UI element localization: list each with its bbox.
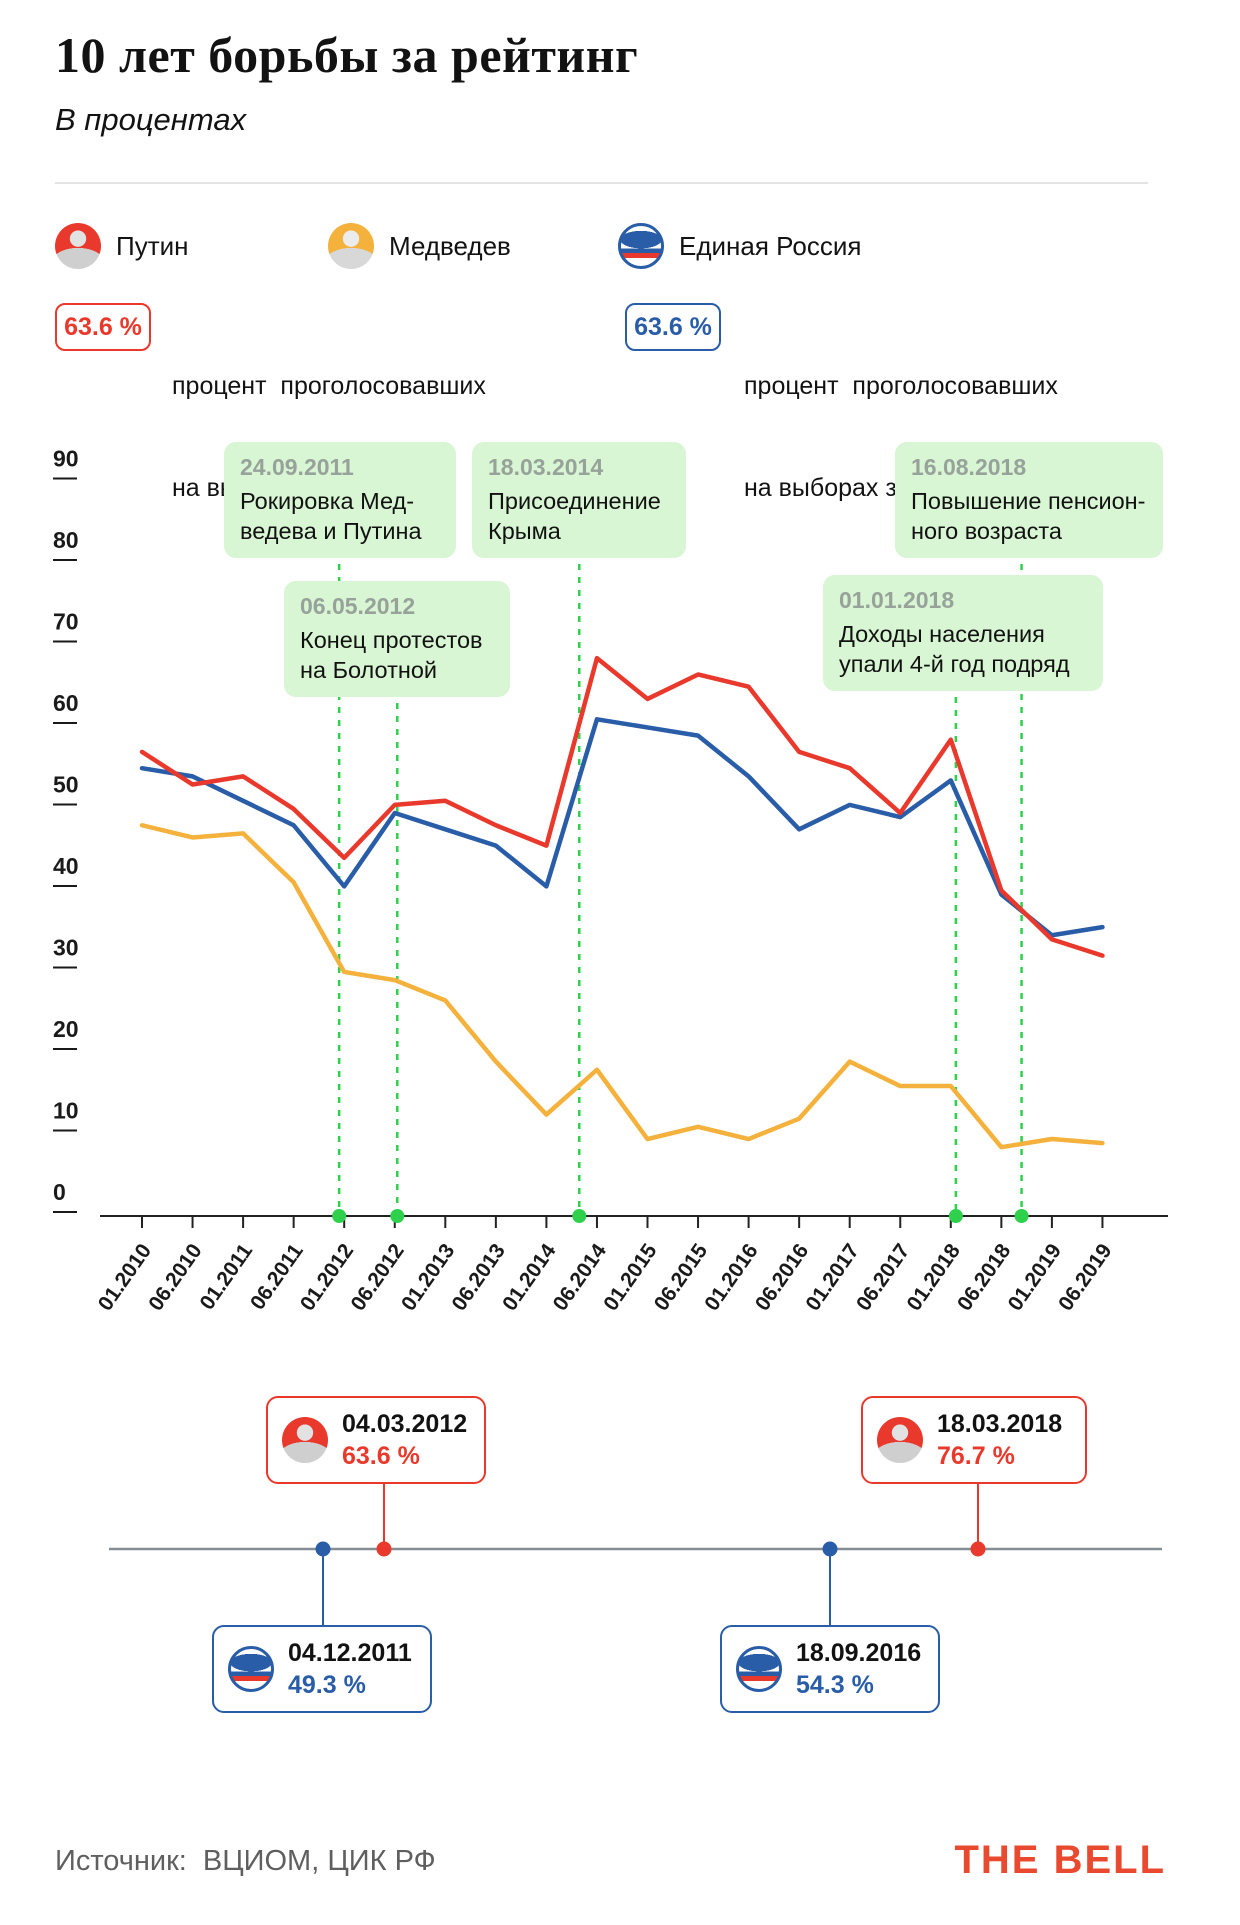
legend-label: Единая Россия [679, 230, 862, 261]
legend-item-united-russia: Единая Россия [618, 220, 861, 272]
election-percent: 63.6 % [342, 1441, 420, 1470]
event-guide-lines [337, 551, 1023, 1216]
series-lines [139, 655, 1105, 1150]
er-vote-share-badge: 63.6 % [625, 303, 721, 351]
svg-text:20: 20 [53, 1016, 79, 1042]
svg-text:10: 10 [53, 1098, 79, 1124]
election-date: 18.03.2018 [937, 1409, 1063, 1438]
caption-line: процент проголосовавших [172, 372, 486, 400]
the-bell-logo: THE BELL [954, 1838, 1166, 1882]
svg-text:90: 90 [53, 446, 79, 472]
election-percent: 49.3 % [288, 1670, 366, 1699]
election-result-er-2016: 18.09.2016 54.3 % [720, 1625, 940, 1713]
event-text: на Болотной [300, 657, 438, 683]
election-result-putin-2012: 04.03.2012 63.6 % [266, 1396, 486, 1484]
event-box-pension-age: 16.08.2018 Повышение пенсион- ного возра… [895, 442, 1163, 558]
event-text: Присоединение [488, 488, 661, 514]
event-dots [332, 1209, 1029, 1223]
header-divider [55, 182, 1148, 184]
event-date: 18.03.2014 [488, 454, 604, 480]
election-result-text: 18.09.2016 54.3 % [796, 1639, 921, 1700]
election-percent: 54.3 % [796, 1670, 874, 1699]
medvedev-avatar-icon [328, 223, 374, 269]
svg-text:30: 30 [53, 935, 79, 961]
x-axis: 01.201006.201001.201106.201101.201206.20… [94, 1215, 1168, 1315]
putin-vote-share-badge: 63.6 % [55, 303, 151, 351]
election-result-er-2011: 04.12.2011 49.3 % [212, 1625, 432, 1713]
elections-timeline [109, 1484, 1162, 1625]
svg-text:40: 40 [53, 853, 79, 879]
svg-text:70: 70 [53, 609, 79, 635]
caption-line: процент проголосовавших [744, 372, 1058, 400]
event-text: Повышение пенсион- [911, 488, 1146, 514]
event-date: 06.05.2012 [300, 593, 416, 619]
svg-text:80: 80 [53, 527, 79, 553]
legend-label: Медведев [389, 230, 511, 261]
svg-text:06.2010: 06.2010 [144, 1240, 206, 1315]
election-percent: 76.7 % [937, 1441, 1015, 1470]
event-date: 16.08.2018 [911, 454, 1027, 480]
putin-avatar-icon [877, 1417, 923, 1463]
event-text: упали 4-й год подряд [839, 651, 1070, 677]
election-result-text: 04.03.2012 63.6 % [342, 1410, 467, 1471]
event-box-protests-end: 06.05.2012 Конец протестов на Болотной [284, 581, 510, 697]
event-text: Доходы населения [839, 621, 1045, 647]
election-date: 04.12.2011 [288, 1638, 412, 1667]
united-russia-logo-icon [736, 1646, 782, 1692]
event-text: ведева и Путина [240, 518, 422, 544]
event-date: 01.01.2018 [839, 587, 955, 613]
svg-text:06.2019: 06.2019 [1054, 1240, 1116, 1315]
event-text: ного возраста [911, 518, 1062, 544]
event-text: Конец протестов [300, 627, 483, 653]
event-box-incomes: 01.01.2018 Доходы населения упали 4-й го… [823, 575, 1103, 691]
legend-item-putin: Путин [55, 220, 188, 272]
svg-text:0: 0 [53, 1179, 66, 1205]
svg-text:60: 60 [53, 690, 79, 716]
source-value: ВЦИОМ, ЦИК РФ [202, 1845, 436, 1877]
election-date: 04.03.2012 [342, 1409, 468, 1438]
legend-label: Путин [116, 230, 189, 261]
page-title: 10 лет борьбы за рейтинг [55, 27, 639, 83]
event-box-crimea: 18.03.2014 Присоединение Крыма [472, 442, 686, 558]
legend-item-medvedev: Медведев [328, 220, 511, 272]
putin-avatar-icon [282, 1417, 328, 1463]
election-result-text: 04.12.2011 49.3 % [288, 1639, 412, 1700]
united-russia-logo-icon [618, 223, 664, 269]
event-text: Рокировка Мед- [240, 488, 415, 514]
election-date: 18.09.2016 [796, 1638, 922, 1667]
event-box-rotation: 24.09.2011 Рокировка Мед- ведева и Путин… [224, 442, 456, 558]
event-text: Крыма [488, 518, 561, 544]
source-note: Источник: ВЦИОМ, ЦИК РФ [55, 1845, 436, 1878]
page-subtitle: В процентах [55, 102, 247, 137]
united-russia-logo-icon [228, 1646, 274, 1692]
election-result-text: 18.03.2018 76.7 % [937, 1410, 1062, 1471]
svg-text:50: 50 [53, 772, 79, 798]
election-result-putin-2018: 18.03.2018 76.7 % [861, 1396, 1087, 1484]
event-date: 24.09.2011 [240, 454, 354, 480]
putin-avatar-icon [55, 223, 101, 269]
source-label: Источник: [55, 1845, 187, 1877]
y-axis: 0 10 20 30 40 50 60 70 80 90 [53, 446, 79, 1213]
